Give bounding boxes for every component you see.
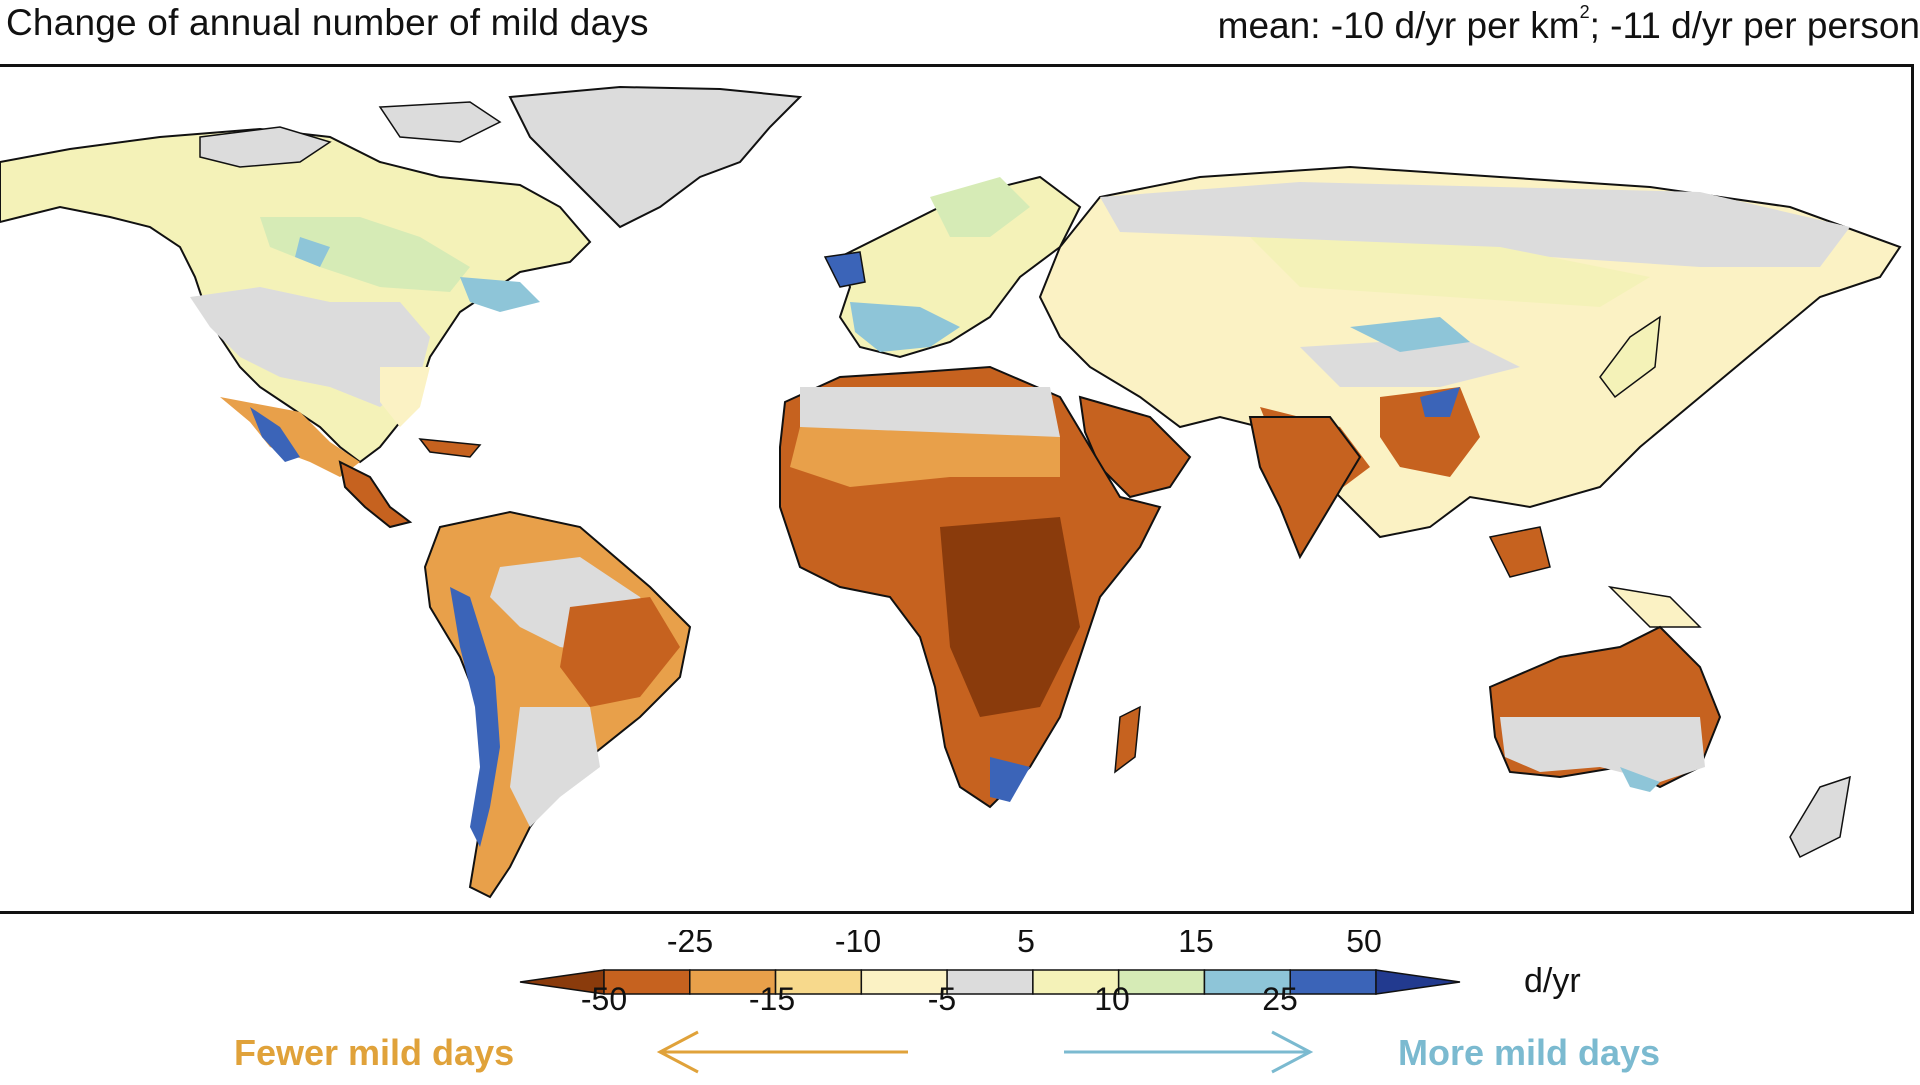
tick-label-lower-0: -50 bbox=[581, 981, 627, 1017]
colorbar-segment bbox=[1117, 969, 1206, 995]
south-america bbox=[423, 510, 692, 899]
world-map bbox=[0, 64, 1914, 914]
tick-label-lower-1: -15 bbox=[749, 981, 795, 1017]
caribbean-islands bbox=[418, 438, 482, 458]
tick-label-upper-2: 5 bbox=[1017, 930, 1035, 959]
tick-label-lower-2: -5 bbox=[928, 981, 956, 1017]
colorbar-segment bbox=[774, 969, 863, 995]
colorbar-unit: d/yr bbox=[1524, 962, 1581, 1000]
arctic-islands-2 bbox=[378, 101, 502, 143]
colorbar: -25 -10 5 15 50 -50 -15 -5 10 25 bbox=[0, 923, 1920, 1080]
tick-label-upper-1: -10 bbox=[835, 930, 881, 959]
new-zealand bbox=[1789, 775, 1851, 859]
tick-label-upper-4: 50 bbox=[1346, 930, 1382, 959]
colorbar-segment bbox=[860, 969, 948, 995]
colorbar-segments bbox=[519, 969, 1461, 995]
japan bbox=[1599, 315, 1661, 399]
colorbar-svg: -25 -10 5 15 50 -50 -15 -5 10 25 bbox=[519, 923, 1461, 1074]
borneo bbox=[1488, 526, 1551, 578]
new-guinea bbox=[1607, 585, 1702, 628]
mean-annotation: mean: -10 d/yr per km2; -11 d/yr per per… bbox=[1218, 2, 1920, 47]
arctic-islands bbox=[199, 126, 332, 168]
australia bbox=[1488, 625, 1722, 792]
tick-label-upper-3: 15 bbox=[1178, 930, 1214, 959]
arabian-peninsula bbox=[1078, 395, 1192, 499]
mean-prefix: mean: -10 d/yr per km bbox=[1217, 5, 1580, 46]
greenland bbox=[508, 85, 803, 229]
africa bbox=[779, 365, 1162, 809]
colorbar-segment bbox=[689, 969, 777, 995]
north-america bbox=[0, 127, 592, 529]
colorbar-segment bbox=[946, 969, 1034, 995]
more-arrow bbox=[1064, 1030, 1314, 1074]
world-map-svg bbox=[0, 85, 1902, 899]
tick-label-lower-3: 10 bbox=[1094, 981, 1130, 1017]
colorbar-segment-max bbox=[1375, 969, 1461, 995]
colorbar-ticks: -25 -10 5 15 50 -50 -15 -5 10 25 bbox=[581, 923, 1382, 1017]
map-title: Change of annual number of mild days bbox=[6, 2, 649, 43]
colorbar-segment bbox=[1032, 969, 1120, 995]
more-mild-days-label: More mild days bbox=[1398, 1032, 1661, 1073]
mean-exponent: 2 bbox=[1579, 2, 1590, 22]
india bbox=[1248, 416, 1362, 560]
colorbar-segment bbox=[603, 969, 691, 995]
fewer-arrow bbox=[656, 1030, 908, 1074]
tick-label-lower-4: 25 bbox=[1262, 981, 1298, 1017]
fewer-mild-days-label: Fewer mild days bbox=[234, 1032, 515, 1073]
colorbar-segment bbox=[1289, 969, 1377, 995]
tick-label-upper-0: -25 bbox=[667, 930, 713, 959]
mean-suffix: ; -11 d/yr per person bbox=[1589, 5, 1920, 46]
europe bbox=[823, 175, 1082, 359]
